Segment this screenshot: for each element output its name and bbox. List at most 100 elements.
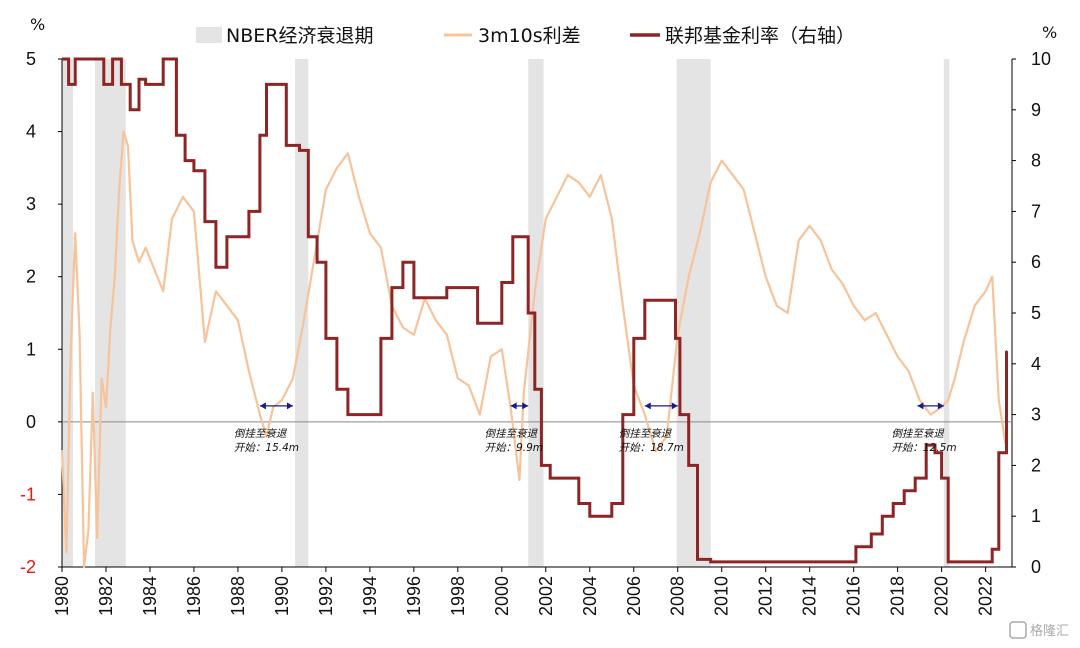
spread-point bbox=[720, 159, 723, 162]
fedfunds-point bbox=[138, 78, 140, 81]
spread-point bbox=[665, 435, 668, 438]
spread-point bbox=[96, 537, 99, 539]
fedfunds-point bbox=[259, 134, 261, 136]
fedfunds-point bbox=[674, 337, 677, 340]
fedfunds-point bbox=[316, 261, 318, 264]
spread-point bbox=[621, 304, 624, 307]
x-tick-label: 2002 bbox=[536, 576, 556, 616]
arrow-head-left-icon bbox=[644, 402, 651, 410]
spread-point bbox=[566, 174, 569, 177]
x-tick-label: 2006 bbox=[624, 576, 644, 616]
right-tick-label: 6 bbox=[1031, 252, 1041, 272]
x-tick-label: 2012 bbox=[756, 576, 776, 616]
fedfunds-point bbox=[153, 83, 156, 86]
fedfunds-point bbox=[74, 58, 76, 60]
right-axis-unit: % bbox=[1042, 23, 1057, 42]
watermark-logo-icon bbox=[1009, 621, 1027, 639]
spread-point bbox=[544, 217, 547, 220]
spread-point bbox=[118, 188, 121, 191]
spread-point bbox=[281, 399, 283, 401]
fedfunds-point bbox=[679, 413, 681, 416]
right-tick-label: 3 bbox=[1031, 405, 1041, 425]
spread-point bbox=[991, 275, 994, 278]
spread-point bbox=[171, 217, 173, 220]
fedfunds-point bbox=[947, 561, 950, 563]
legend-swatch-recession bbox=[196, 27, 222, 43]
arrow-head-left-icon bbox=[510, 402, 517, 410]
spread-point bbox=[69, 348, 72, 351]
spread-point bbox=[335, 166, 338, 169]
fedfunds-point bbox=[237, 236, 239, 238]
fedfunds-point bbox=[391, 286, 393, 289]
fedfunds-point bbox=[490, 322, 492, 324]
spread-point bbox=[819, 239, 822, 242]
fedfunds-point bbox=[413, 296, 415, 299]
right-tick-label: 4 bbox=[1031, 354, 1041, 374]
spread-point bbox=[676, 333, 679, 336]
fedfunds-point bbox=[501, 281, 503, 284]
fedfunds-point bbox=[80, 58, 83, 60]
left-tick-label: 1 bbox=[26, 339, 36, 359]
inversion-label-line2: 开始：15.4m bbox=[234, 442, 299, 454]
spread-point bbox=[984, 290, 987, 293]
fedfunds-point bbox=[870, 533, 873, 535]
fedfunds-point bbox=[435, 296, 437, 299]
spread-point bbox=[445, 333, 448, 336]
right-tick-label: 1 bbox=[1031, 506, 1041, 526]
fedfunds-point bbox=[265, 83, 268, 86]
fedfunds-series bbox=[61, 57, 1008, 564]
fedfunds-point bbox=[914, 477, 917, 479]
fedfunds-point bbox=[742, 561, 745, 563]
arrow-head-right-icon bbox=[671, 402, 678, 410]
fedfunds-point bbox=[709, 561, 712, 563]
fedfunds-point bbox=[87, 58, 90, 60]
inversion-label-line1: 倒挂至衰退 bbox=[891, 428, 945, 440]
spread-point bbox=[144, 246, 147, 249]
spread-point bbox=[610, 217, 613, 220]
right-tick-label: 0 bbox=[1031, 557, 1041, 577]
spread-point bbox=[907, 370, 910, 372]
fedfunds-point bbox=[129, 109, 131, 111]
fedfunds-point bbox=[564, 477, 567, 479]
right-tick-label: 10 bbox=[1031, 49, 1051, 69]
spread-point bbox=[153, 268, 156, 271]
fedfunds-point bbox=[925, 444, 928, 446]
x-tick-label: 1996 bbox=[404, 576, 424, 616]
spread-point bbox=[742, 188, 745, 191]
x-tick-label: 1982 bbox=[96, 576, 116, 616]
fedfunds-point bbox=[984, 561, 987, 563]
fedfunds-point bbox=[307, 236, 310, 238]
fedfunds-point bbox=[549, 477, 551, 479]
recession-band-0 bbox=[62, 59, 73, 567]
spread-point bbox=[357, 195, 360, 198]
spread-point bbox=[78, 333, 81, 336]
fedfunds-point bbox=[67, 83, 70, 86]
spread-point bbox=[272, 406, 275, 409]
fedfunds-point bbox=[358, 413, 360, 416]
spread-point bbox=[74, 232, 77, 235]
x-tick-label: 1994 bbox=[360, 576, 380, 616]
fedfunds-point bbox=[991, 548, 994, 551]
left-axis-unit: % bbox=[30, 15, 45, 34]
spread-point bbox=[138, 261, 140, 264]
fedfunds-point bbox=[369, 413, 371, 416]
fedfunds-point bbox=[94, 58, 96, 60]
left-tick-label: 3 bbox=[26, 194, 36, 214]
spread-point bbox=[467, 384, 470, 387]
spread-point bbox=[885, 333, 888, 336]
spread-line bbox=[60, 130, 1007, 569]
fedfunds-point bbox=[998, 451, 1000, 454]
fedfunds-point bbox=[184, 159, 186, 162]
fedfunds-point bbox=[892, 502, 895, 505]
right-tick-label: 7 bbox=[1031, 201, 1041, 221]
spread-point bbox=[731, 174, 734, 177]
x-tick-label: 2004 bbox=[580, 576, 600, 616]
spread-point bbox=[127, 145, 129, 147]
left-tick-label: 2 bbox=[26, 267, 36, 287]
fedfunds-point bbox=[786, 561, 789, 563]
arrow-head-left-icon bbox=[917, 402, 924, 410]
spread-point bbox=[522, 391, 525, 394]
spread-point bbox=[379, 246, 382, 249]
fedfunds-point bbox=[402, 261, 404, 264]
